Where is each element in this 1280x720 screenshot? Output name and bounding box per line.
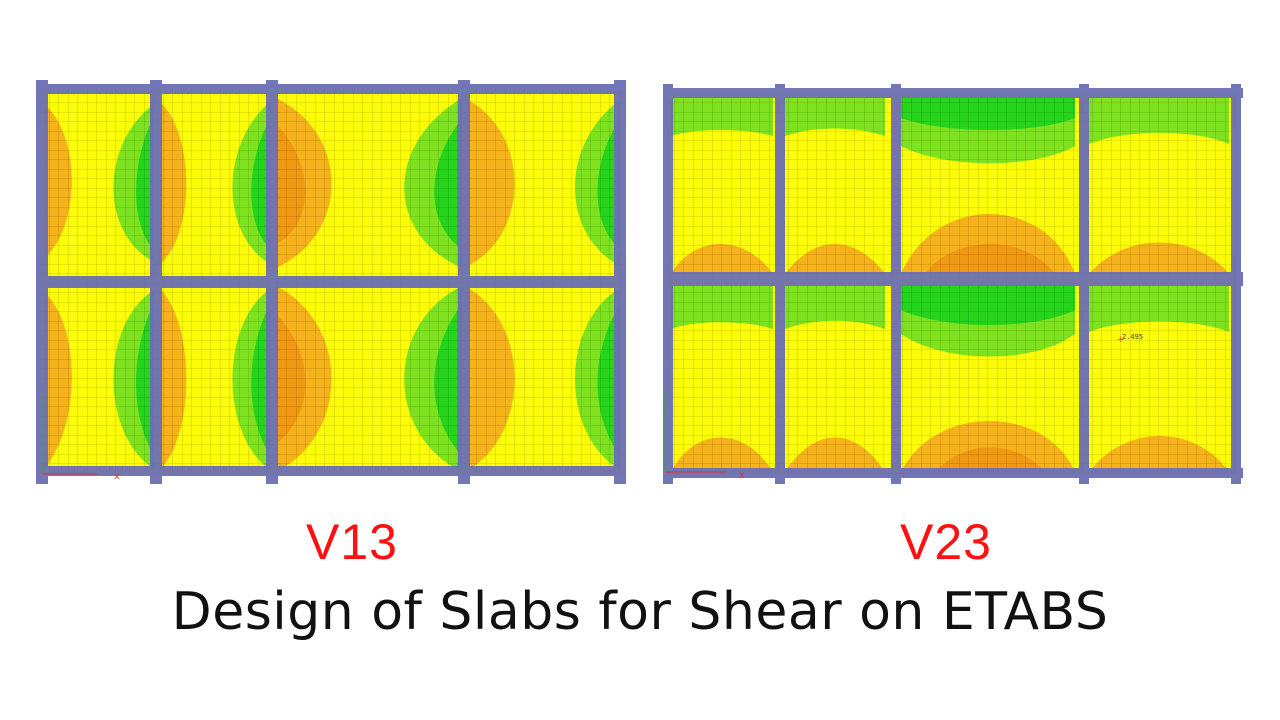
v23-contour-plot: x + (655, 74, 1249, 488)
label-v13: V13 (306, 514, 398, 570)
point-value-label: 2.495 (1122, 333, 1144, 341)
label-v23: V23 (900, 514, 992, 570)
v23-point-marker: + (1117, 335, 1125, 345)
svg-text:x: x (739, 470, 745, 481)
v13-axis-indicator: x (41, 394, 120, 482)
page-caption: Design of Slabs for Shear on ETABS (171, 582, 1109, 642)
v13-contour-plot: x (30, 74, 630, 488)
v13-beams (36, 80, 626, 484)
svg-text:x: x (114, 471, 120, 482)
v23-beams (663, 84, 1243, 484)
svg-text:+: + (1117, 335, 1125, 345)
v23-axis-indicator: x (664, 392, 745, 481)
